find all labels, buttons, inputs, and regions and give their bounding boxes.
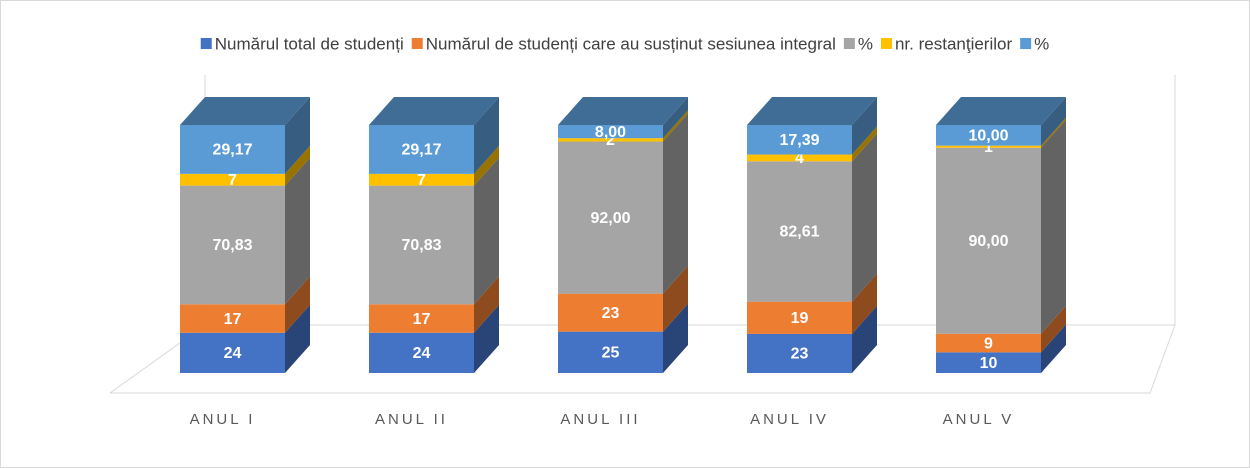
- data-label: 17,39: [779, 132, 819, 149]
- x-tick-label: ANUL III: [560, 411, 640, 428]
- bar-side: [285, 276, 310, 333]
- data-label: 1: [984, 139, 993, 156]
- bar-side: [663, 265, 688, 332]
- data-label: 17: [224, 311, 242, 328]
- bar: [180, 185, 285, 305]
- data-label: 23: [791, 346, 809, 363]
- legend-swatch: [843, 38, 855, 49]
- data-label: 19: [791, 310, 809, 327]
- bar: [369, 125, 474, 174]
- data-label: 70,83: [212, 237, 252, 254]
- bar-side: [852, 97, 877, 155]
- data-label: 92,00: [590, 210, 630, 227]
- data-label: 8,00: [595, 124, 626, 141]
- legend-label: nr. restanţierilor: [895, 34, 1012, 53]
- data-label: 7: [417, 172, 426, 189]
- data-label: 70,83: [401, 237, 441, 254]
- bar: [747, 161, 852, 302]
- bar-top: [558, 97, 688, 125]
- bar-side: [285, 157, 310, 305]
- bar-side: [663, 303, 688, 373]
- bar: [936, 145, 1041, 148]
- bar-side: [1041, 305, 1066, 353]
- bar: [747, 154, 852, 162]
- bar: [369, 173, 474, 186]
- legend: Numărul total de studenți Numărul de stud…: [200, 34, 1049, 53]
- bar: [936, 147, 1041, 334]
- data-label: 24: [224, 345, 242, 362]
- bar-side: [285, 304, 310, 373]
- bar-top: [180, 97, 310, 125]
- bar: [558, 293, 663, 332]
- data-label: 24: [413, 345, 431, 362]
- bar: [180, 125, 285, 174]
- data-label: 29,17: [401, 142, 441, 159]
- bar-side: [474, 145, 499, 186]
- legend-label: %: [1034, 34, 1049, 53]
- data-label: 90,00: [968, 233, 1008, 250]
- x-tick-label: ANUL IV: [750, 411, 829, 428]
- bar: [936, 352, 1041, 373]
- bar-top: [369, 97, 499, 125]
- bar-side: [663, 97, 688, 139]
- bar: [558, 125, 663, 139]
- legend-swatch: [200, 38, 212, 49]
- bar: [369, 332, 474, 373]
- legend-swatch: [1020, 38, 1032, 49]
- bar: [180, 173, 285, 186]
- legend-label: %: [858, 34, 873, 53]
- bar: [558, 331, 663, 373]
- x-tick-label: ANUL I: [190, 411, 256, 428]
- legend-swatch: [411, 38, 423, 49]
- x-tick-label: ANUL V: [943, 411, 1015, 428]
- bar: [180, 304, 285, 333]
- data-label: 2: [606, 132, 615, 149]
- bar-side: [285, 145, 310, 186]
- bar-side: [852, 126, 877, 162]
- bar: [558, 141, 663, 294]
- bar-top: [936, 97, 1066, 125]
- bar-side: [663, 110, 688, 142]
- data-label: 10: [980, 355, 998, 372]
- bar-side: [474, 276, 499, 333]
- bar-side: [1041, 324, 1066, 373]
- x-tick-label: ANUL II: [375, 411, 448, 428]
- bar-top: [747, 97, 877, 125]
- bar: [369, 185, 474, 305]
- bar-side: [663, 113, 688, 294]
- bar-side: [474, 304, 499, 373]
- data-label: 9: [984, 335, 993, 352]
- bar-side: [474, 97, 499, 174]
- bar: [180, 332, 285, 373]
- bar-side: [1041, 117, 1066, 148]
- legend-label: Numărul de studenți care au susținut ses…: [426, 34, 836, 53]
- bar-side: [852, 273, 877, 334]
- data-label: 29,17: [212, 142, 252, 159]
- bar: [747, 333, 852, 373]
- legend-label: Numărul total de studenți: [215, 34, 404, 53]
- legend-swatch: [880, 38, 892, 49]
- bar: [369, 304, 474, 333]
- bar: [747, 301, 852, 334]
- bar-side: [852, 133, 877, 302]
- data-label: 10,00: [968, 128, 1008, 145]
- data-label: 25: [602, 345, 620, 362]
- data-label: 82,61: [779, 224, 819, 241]
- bar: [558, 138, 663, 142]
- data-label: 17: [413, 311, 431, 328]
- bar-side: [474, 157, 499, 305]
- bar: [936, 333, 1041, 353]
- bar-side: [285, 97, 310, 174]
- bar: [747, 125, 852, 155]
- bar: [936, 125, 1041, 146]
- bar-side: [1041, 97, 1066, 146]
- data-label: 23: [602, 305, 620, 322]
- data-label: 7: [228, 172, 237, 189]
- data-label: 4: [795, 150, 804, 167]
- bar-side: [1041, 119, 1066, 334]
- floor-outline: [109, 324, 1176, 394]
- bar-side: [852, 305, 877, 373]
